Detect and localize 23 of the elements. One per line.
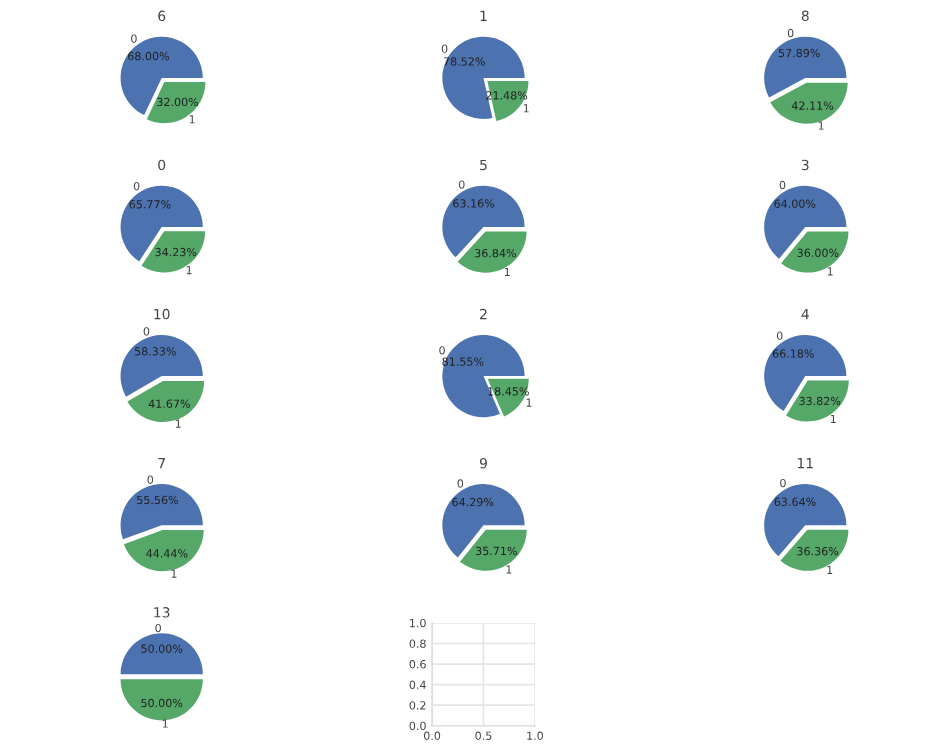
- pie-slice: [127, 380, 205, 423]
- pie-slice: [120, 185, 203, 262]
- pie-slice: [764, 484, 847, 557]
- pie-slice: [780, 529, 849, 571]
- pie-slice: [442, 484, 525, 558]
- pie-slice: [764, 36, 847, 98]
- pie-slice: [764, 334, 847, 412]
- pie-slice: [442, 36, 525, 120]
- pie-slice: [120, 36, 203, 116]
- pie-slice: [459, 529, 527, 571]
- pie-slice: [146, 82, 206, 124]
- pie-slice: [123, 530, 204, 572]
- pie-slice: [442, 185, 525, 258]
- pie-slice: [457, 231, 527, 273]
- pie-slice: [120, 484, 203, 540]
- pie-slice: [781, 231, 849, 273]
- pie-slice: [442, 334, 525, 418]
- pie-slice: [120, 633, 203, 675]
- pie-slice: [786, 380, 849, 422]
- pie-slice: [770, 82, 848, 124]
- pie-slice: [120, 679, 203, 721]
- pie-slice: [120, 334, 203, 397]
- pie-slice: [141, 231, 206, 273]
